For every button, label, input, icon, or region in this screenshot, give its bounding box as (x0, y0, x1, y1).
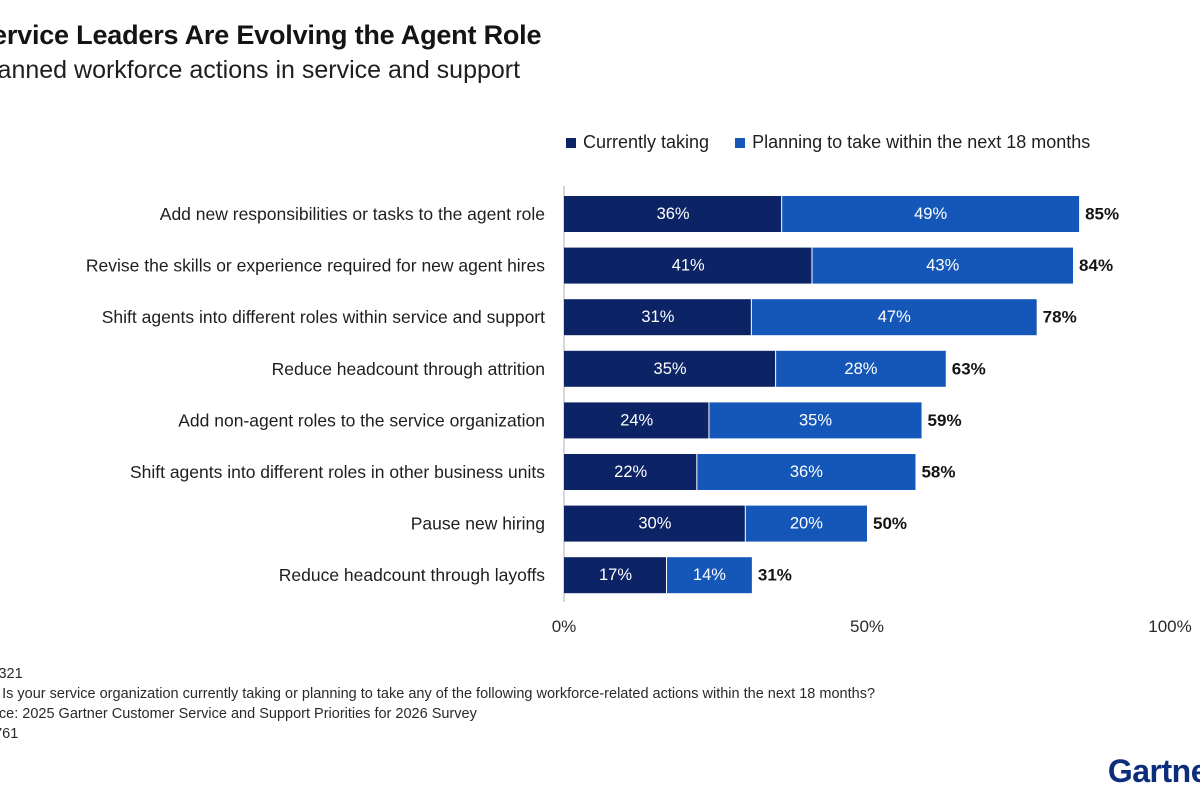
chart-title: ervice Leaders Are Evolving the Agent Ro… (0, 20, 542, 50)
bar-planning (812, 247, 1074, 284)
x-tick-label: 0% (552, 617, 577, 636)
bar-planning (745, 505, 867, 542)
total-label: 59% (928, 411, 962, 430)
data-label-planning: 47% (878, 308, 911, 326)
bar-current (564, 557, 667, 594)
bar-current (564, 247, 812, 284)
data-label-planning: 20% (790, 515, 823, 533)
data-label-current: 22% (614, 463, 647, 481)
legend: Currently taking Planning to take within… (566, 132, 1116, 153)
legend-label-planning: Planning to take within the next 18 mont… (752, 132, 1091, 152)
data-label-planning: 49% (914, 205, 947, 223)
data-label-current: 30% (638, 515, 671, 533)
total-label: 31% (758, 566, 792, 585)
bar-current (564, 196, 782, 232)
bar-planning (751, 299, 1037, 336)
data-label-current: 17% (599, 566, 632, 584)
data-label-current: 31% (641, 308, 674, 326)
bar-current (564, 350, 776, 387)
bar-current (564, 454, 697, 490)
total-label: 58% (921, 463, 955, 482)
total-label: 78% (1043, 308, 1077, 327)
category-label: Revise the skills or experience required… (86, 256, 545, 276)
data-label-planning: 43% (926, 257, 959, 275)
bar-planning (782, 196, 1080, 232)
legend-label-current: Currently taking (583, 132, 710, 152)
x-tick-label: 100% (1148, 617, 1191, 636)
bar-planning (697, 454, 916, 490)
data-label-current: 41% (672, 257, 705, 275)
data-label-planning: 28% (844, 360, 877, 378)
footnote-sample-size: = 321 (0, 666, 23, 682)
data-label-current: 24% (620, 411, 653, 429)
bar-planning (667, 557, 752, 594)
footnotes: = 321 1. Is your service organization cu… (0, 664, 875, 744)
data-label-planning: 36% (790, 463, 823, 481)
total-label: 50% (873, 514, 907, 533)
x-tick-label: 50% (850, 617, 884, 636)
bar-planning (776, 350, 946, 387)
bar-current (564, 299, 751, 336)
legend-swatch-current (566, 137, 576, 148)
legend-item-planning: Planning to take within the next 18 mont… (735, 132, 1090, 153)
category-label: Pause new hiring (411, 514, 545, 534)
category-label: Reduce headcount through layoffs (279, 565, 546, 585)
total-label: 84% (1079, 256, 1113, 275)
data-label-current: 36% (657, 205, 690, 223)
legend-item-current: Currently taking (566, 132, 709, 153)
category-label: Shift agents into different roles in oth… (130, 462, 545, 482)
data-label-current: 35% (654, 360, 687, 378)
category-label: Add new responsibilities or tasks to the… (160, 204, 545, 224)
gartner-logo: Gartne (1107, 753, 1200, 789)
footnote-source: urce: 2025 Gartner Customer Service and … (0, 706, 477, 722)
legend-swatch-planning (735, 137, 746, 148)
data-label-planning: 14% (693, 566, 726, 584)
total-label: 63% (952, 359, 986, 378)
footnote-question: 1. Is your service organization currentl… (0, 686, 876, 702)
bar-current (564, 505, 745, 542)
footnote-id: 4761 (0, 726, 19, 742)
chart-subtitle: lanned workforce actions in service and … (0, 56, 521, 84)
total-label: 85% (1085, 205, 1119, 224)
category-label: Add non-agent roles to the service organ… (178, 410, 545, 430)
bar-current (564, 402, 709, 439)
category-label: Shift agents into different roles within… (102, 307, 545, 327)
category-label: Reduce headcount through attrition (272, 359, 545, 379)
bar-planning (709, 402, 922, 439)
data-label-planning: 35% (799, 411, 832, 429)
